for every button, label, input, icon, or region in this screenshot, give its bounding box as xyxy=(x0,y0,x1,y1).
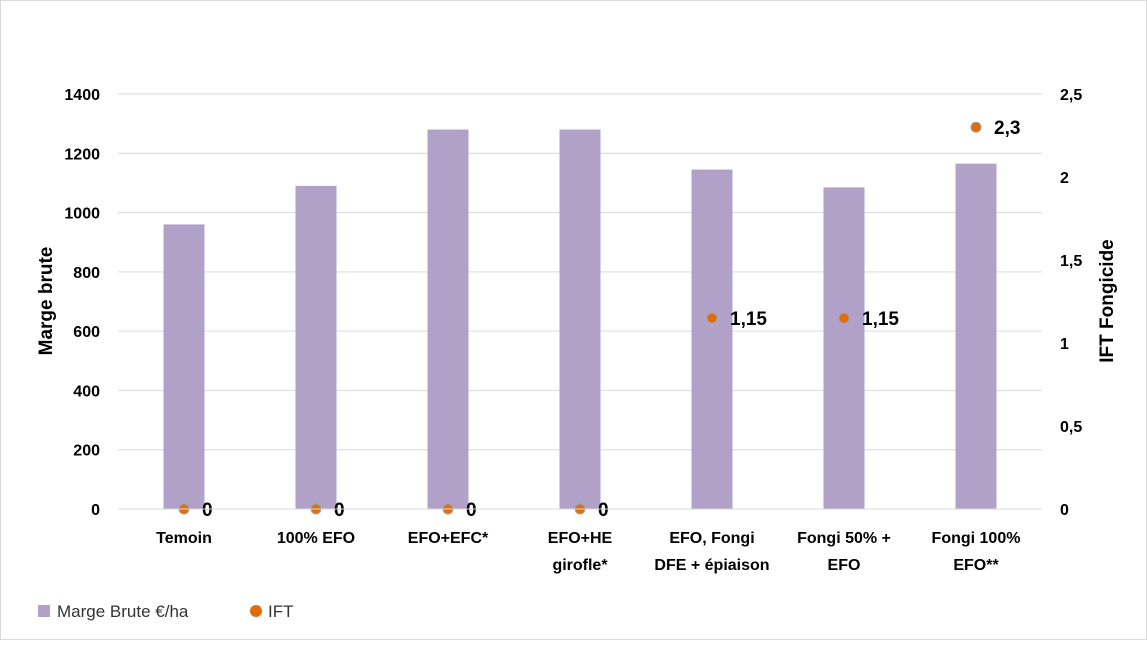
bar-marge-brute xyxy=(163,224,205,509)
data-label-ift: 0 xyxy=(202,500,213,521)
data-label-ift: 2,3 xyxy=(994,118,1020,139)
x-tick-label: EFO+EFC* xyxy=(408,530,489,547)
ift-series: 0 0 0 0 1,15 1,15 2,3 xyxy=(178,118,1020,521)
legend-label-marge-brute: Marge Brute €/ha xyxy=(57,602,189,621)
bar-marge-brute xyxy=(955,163,997,510)
data-label-ift: 0 xyxy=(466,500,477,521)
y-tick-label: 1400 xyxy=(64,87,100,104)
bar-marge-brute xyxy=(559,129,601,510)
x-tick-label: EFO+HE xyxy=(548,530,613,547)
point-ift xyxy=(706,312,718,324)
data-label-ift: 1,15 xyxy=(730,309,767,330)
y2-tick-label: 1,5 xyxy=(1060,253,1082,270)
point-ift xyxy=(970,121,982,133)
axes: 0 200 400 600 800 1000 1200 1400 0 0,5 1 1,5 2 2,5 Tem… xyxy=(64,87,1082,574)
bar-marge-brute xyxy=(295,185,337,509)
y-axis-title: Marge brute xyxy=(36,247,57,356)
y-tick-label: 400 xyxy=(73,383,100,400)
bar-marge-brute xyxy=(691,169,733,509)
bar-series xyxy=(163,129,997,510)
x-tick-label: 100% EFO xyxy=(277,530,355,547)
bar-marge-brute xyxy=(823,187,865,509)
y-tick-label: 800 xyxy=(73,265,100,282)
y-tick-label: 1000 xyxy=(64,206,100,223)
y2-tick-label: 0,5 xyxy=(1060,419,1082,436)
legend: Marge Brute €/ha IFT xyxy=(38,602,294,621)
point-ift xyxy=(838,312,850,324)
y2-axis-title: IFT Fongicide xyxy=(1097,239,1118,363)
data-label-ift: 1,15 xyxy=(862,309,899,330)
x-tick-label: DFE + épiaison xyxy=(654,557,769,574)
x-tick-label: girofle* xyxy=(552,557,608,574)
legend-swatch-ift xyxy=(250,605,262,617)
x-tick-label: Fongi 100% xyxy=(932,530,1021,547)
x-tick-label: Temoin xyxy=(156,530,212,547)
y-tick-label: 600 xyxy=(73,324,100,341)
x-tick-label: EFO** xyxy=(953,557,999,574)
data-label-ift: 0 xyxy=(334,500,345,521)
y-tick-label: 1200 xyxy=(64,146,100,163)
y-tick-label: 200 xyxy=(73,443,100,460)
y2-tick-label: 0 xyxy=(1060,502,1069,519)
x-tick-label: EFO, Fongi xyxy=(669,530,754,547)
legend-swatch-marge-brute xyxy=(38,605,50,617)
y2-tick-label: 2 xyxy=(1060,170,1069,187)
legend-label-ift: IFT xyxy=(268,602,294,621)
y2-tick-label: 1 xyxy=(1060,336,1069,353)
x-tick-label: EFO xyxy=(828,557,861,574)
data-label-ift: 0 xyxy=(598,500,609,521)
x-tick-label: Fongi 50% + xyxy=(797,530,891,547)
bar-marge-brute xyxy=(427,129,469,510)
y-tick-label: 0 xyxy=(91,502,100,519)
y2-tick-label: 2,5 xyxy=(1060,87,1082,104)
